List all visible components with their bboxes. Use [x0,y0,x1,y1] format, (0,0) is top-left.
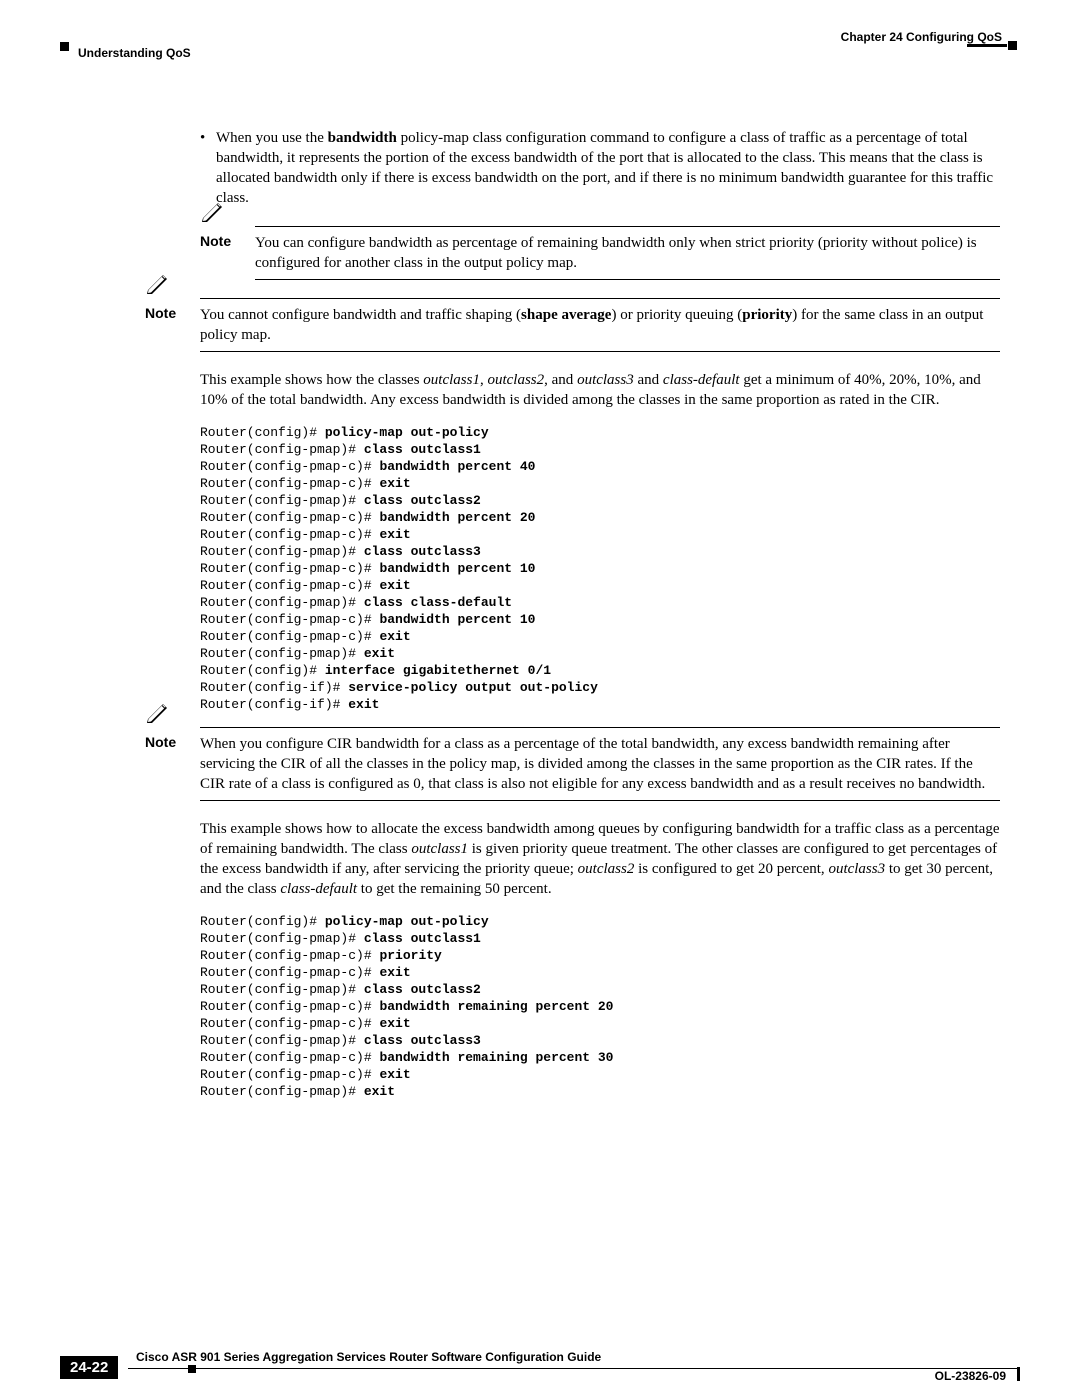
bullet-item: • When you use the bandwidth policy-map … [200,128,1000,208]
code-block: Router(config)# policy-map out-policy Ro… [200,913,1000,1100]
bullet-marker: • [200,128,216,208]
doc-number: OL-23826-09 [935,1369,1006,1383]
footer: Cisco ASR 901 Series Aggregation Service… [60,1368,1020,1369]
note-block: Note You cannot configure bandwidth and … [145,298,1000,352]
note-text: When you configure CIR bandwidth for a c… [200,734,1000,794]
bullet-text: When you use the bandwidth policy-map cl… [216,128,1000,208]
paragraph: This example shows how to allocate the e… [200,819,1000,899]
pencil-icon [200,200,226,222]
footer-decoration [188,1365,196,1373]
footer-title: Cisco ASR 901 Series Aggregation Service… [136,1350,601,1364]
header: Understanding QoS Chapter 24 Configuring… [60,30,1020,58]
bold-term: bandwidth [328,130,397,146]
note-text: You cannot configure bandwidth and traff… [200,305,1000,345]
text: When you use the [216,130,328,146]
page: Understanding QoS Chapter 24 Configuring… [0,0,1080,1397]
header-rule [967,44,1007,47]
pencil-icon [145,701,171,723]
corner-decoration [60,42,69,51]
section-title: Understanding QoS [78,46,191,60]
paragraph: This example shows how the classes outcl… [200,370,1000,410]
note-label: Note [200,233,255,273]
note-block: Note When you configure CIR bandwidth fo… [145,727,1000,801]
footer-tick [1017,1367,1020,1381]
page-number: 24-22 [60,1356,118,1379]
content: • When you use the bandwidth policy-map … [200,128,1000,1100]
footer-rule [128,1368,1020,1369]
pencil-icon [145,272,171,294]
note-label: Note [145,734,200,794]
note-block: Note You can configure bandwidth as perc… [200,226,1000,280]
chapter-title: Chapter 24 Configuring QoS [841,30,1002,44]
note-text: You can configure bandwidth as percentag… [255,233,1000,273]
note-label: Note [145,305,200,345]
code-block: Router(config)# policy-map out-policy Ro… [200,424,1000,713]
